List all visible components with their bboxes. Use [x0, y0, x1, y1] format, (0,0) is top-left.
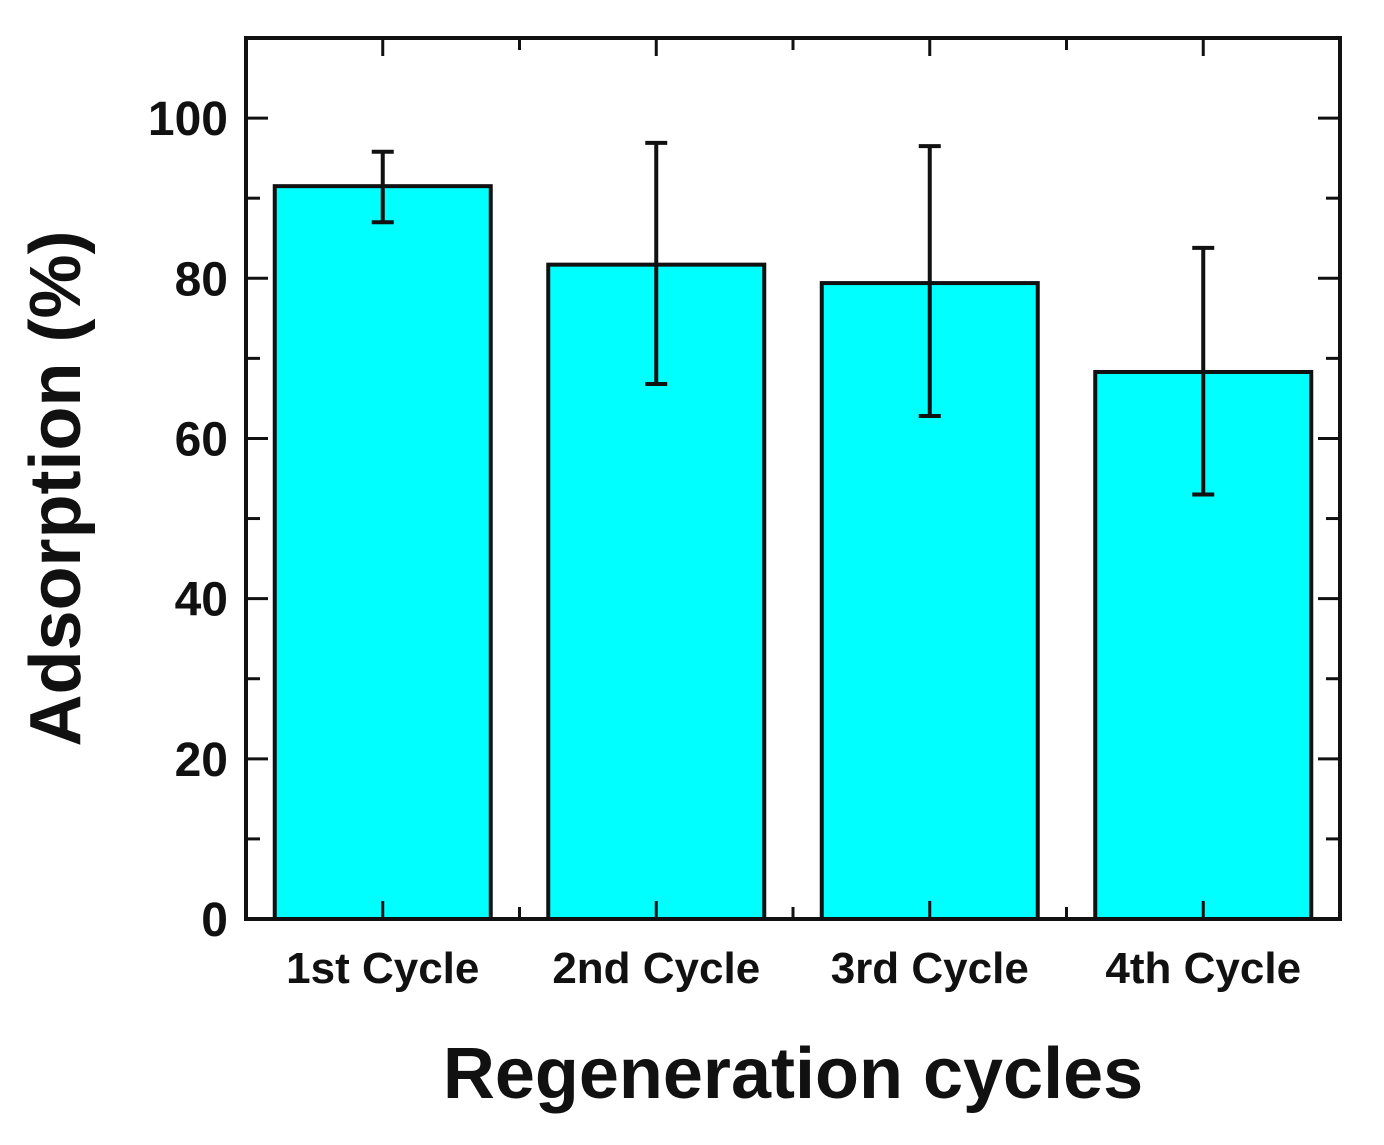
bars-layer	[272, 184, 1314, 922]
error-bars-layer	[371, 140, 1215, 497]
ticks-layer	[246, 36, 1340, 921]
x-category-label: 4th Cycle	[1105, 944, 1301, 993]
x-category-label: 3rd Cycle	[831, 944, 1029, 993]
y-axis-title: Adsorption (%)	[16, 231, 96, 747]
x-category-label: 2nd Cycle	[552, 944, 760, 993]
y-tick-label: 0	[201, 894, 228, 947]
y-tick-label: 20	[175, 734, 228, 787]
y-tick-label: 60	[175, 413, 228, 466]
error-bar-2	[645, 140, 668, 386]
x-category-label: 1st Cycle	[286, 944, 479, 993]
x-axis-title: Regeneration cycles	[443, 1034, 1143, 1114]
y-tick-label: 80	[175, 253, 228, 306]
error-bar-1	[371, 149, 394, 225]
error-bar-3	[918, 144, 941, 419]
error-bar-4	[1192, 245, 1215, 497]
y-tick-label: 100	[148, 93, 228, 146]
y-tick-labels: 0 20 40 60 80 100	[148, 93, 228, 947]
y-tick-label: 40	[175, 574, 228, 627]
x-category-labels: 1st Cycle 2nd Cycle 3rd Cycle 4th Cycle	[286, 944, 1301, 993]
bar-1	[272, 184, 493, 922]
